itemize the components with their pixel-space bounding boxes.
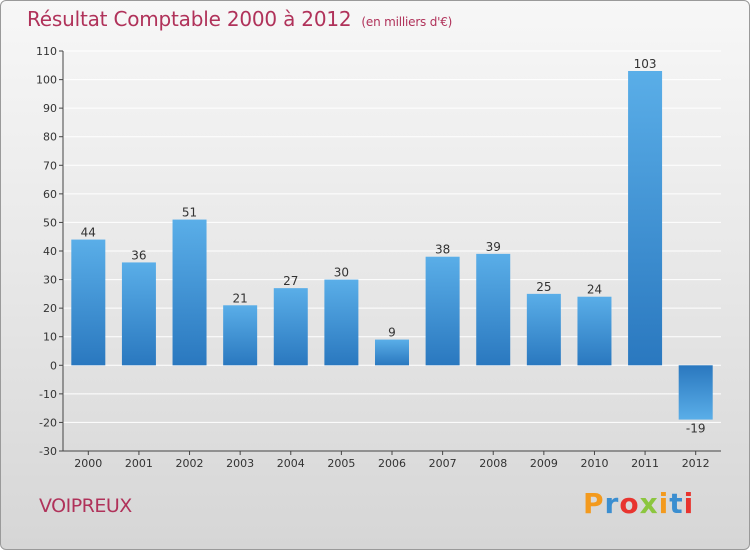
y-tick-label: 90 <box>43 102 57 115</box>
bar <box>121 262 156 366</box>
y-tick-label: 30 <box>43 274 57 287</box>
x-tick-label: 2007 <box>429 457 457 470</box>
x-tick-label: 2010 <box>580 457 608 470</box>
bar-value-label: 44 <box>81 226 96 240</box>
x-tick-label: 2009 <box>530 457 558 470</box>
chart-title: Résultat Comptable 2000 à 2012 (en millie… <box>27 7 452 31</box>
chart-subtitle: (en milliers d'€) <box>361 15 453 29</box>
bar <box>375 339 409 366</box>
x-tick-label: 2005 <box>327 457 355 470</box>
y-tick-label: 110 <box>36 45 57 58</box>
logo-letter: r <box>604 487 620 520</box>
bar <box>71 239 106 366</box>
commune-name: VOIPREUX <box>39 495 132 517</box>
x-tick-label: 2004 <box>277 457 305 470</box>
y-tick-label: -10 <box>39 388 57 401</box>
y-tick-label: 100 <box>36 74 57 87</box>
bar-value-label: 103 <box>634 57 657 71</box>
y-tick-label: 70 <box>43 159 57 172</box>
y-tick-label: -30 <box>39 445 57 458</box>
bar <box>678 365 713 420</box>
bar <box>324 279 359 366</box>
y-tick-label: 80 <box>43 131 57 144</box>
bar <box>273 288 308 366</box>
proxiti-logo: Proxiti <box>583 487 694 520</box>
bar-value-label: -19 <box>686 422 706 436</box>
bar-value-label: 21 <box>233 291 248 305</box>
y-tick-label: 20 <box>43 302 57 315</box>
x-tick-label: 2001 <box>125 457 153 470</box>
y-tick-label: 60 <box>43 188 57 201</box>
bar-value-label: 24 <box>587 283 602 297</box>
logo-letter: i <box>658 487 670 520</box>
bar <box>425 256 460 366</box>
chart-title-text: Résultat Comptable 2000 à 2012 <box>27 7 352 31</box>
x-tick-label: 2006 <box>378 457 406 470</box>
bar <box>577 296 612 366</box>
y-tick-label: 10 <box>43 331 57 344</box>
x-tick-label: 2011 <box>631 457 659 470</box>
bar <box>223 305 258 366</box>
bar-value-label: 30 <box>334 266 349 280</box>
x-tick-label: 2003 <box>226 457 254 470</box>
y-tick-label: 40 <box>43 245 57 258</box>
logo-letter: o <box>619 487 640 520</box>
bar-value-label: 36 <box>131 248 146 262</box>
bar-value-label: 27 <box>283 274 298 288</box>
bar-value-label: 39 <box>486 240 501 254</box>
y-tick-label: 50 <box>43 216 57 229</box>
x-tick-label: 2000 <box>74 457 102 470</box>
y-tick-label: -20 <box>39 416 57 429</box>
x-tick-label: 2012 <box>682 457 710 470</box>
bar-value-label: 38 <box>435 243 450 257</box>
x-tick-label: 2008 <box>479 457 507 470</box>
bar <box>526 293 561 366</box>
y-tick-label: 0 <box>50 359 57 372</box>
logo-letter: i <box>683 487 695 520</box>
logo-letter: x <box>639 487 659 520</box>
bar-value-label: 25 <box>536 280 551 294</box>
bar <box>476 253 511 366</box>
x-tick-label: 2002 <box>176 457 204 470</box>
bar-value-label: 9 <box>388 326 396 340</box>
logo-letter: t <box>669 487 684 520</box>
bar-value-label: 51 <box>182 206 197 220</box>
logo-letter: P <box>583 487 605 520</box>
bar <box>172 219 207 366</box>
bar <box>628 71 663 366</box>
